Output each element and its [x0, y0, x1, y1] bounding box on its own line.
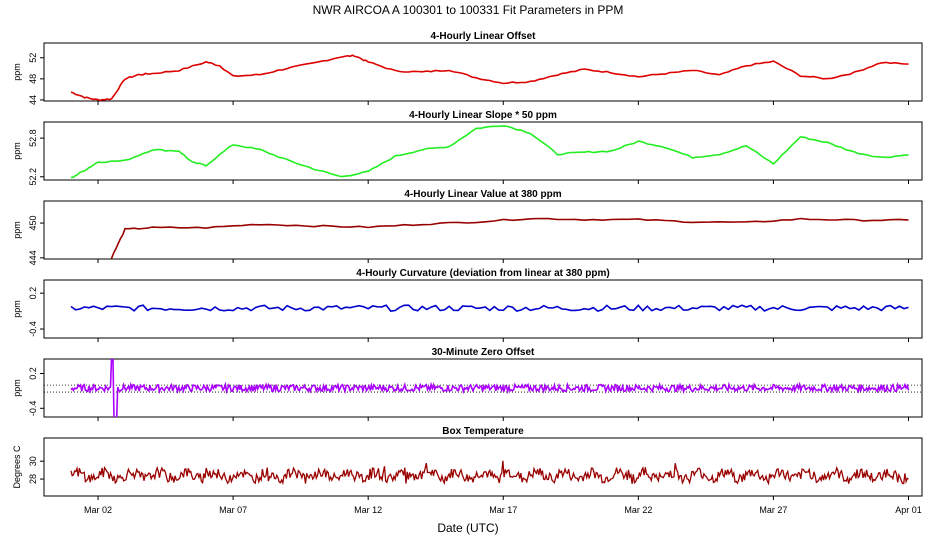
x-tick-label: Mar 22	[624, 505, 652, 515]
panel-5: 30-Minute Zero Offset -0.4 0.2 ppm	[12, 347, 923, 421]
y-axis-label: ppm	[12, 142, 22, 160]
panel-3: 4-Hourly Linear Value at 380 ppm 444 450 pp…	[12, 189, 923, 265]
figure-title: NWR AIRCOA A 100301 to 100331 Fit Parame…	[313, 3, 624, 17]
panel-frame	[43, 279, 923, 339]
panel-4: 4-Hourly Curvature (deviation from linea…	[12, 268, 923, 342]
x-tick-label: Mar 17	[489, 505, 517, 515]
y-tick-label: 28	[28, 474, 38, 484]
x-tick-label: Mar 12	[354, 505, 382, 515]
y-tick-label: 44	[28, 95, 38, 105]
panel-title: 4-Hourly Linear Slope * 50 ppm	[409, 110, 557, 121]
panel-frame	[43, 42, 923, 102]
panel-frame	[43, 121, 923, 181]
y-tick-label: 52.8	[28, 129, 38, 147]
x-axis: Mar 02 Mar 07 Mar 12 Mar 17 Mar 22 Mar 27 Apr …	[84, 505, 922, 515]
panel-frame	[43, 358, 923, 418]
y-axis-label: ppm	[12, 300, 22, 318]
series-line	[70, 304, 909, 312]
y-tick-label: -0.4	[28, 321, 38, 337]
y-tick-label: 0.2	[28, 287, 38, 300]
series-line	[70, 125, 909, 179]
panel-title: Box Temperature	[442, 426, 524, 437]
panel-2: 4-Hourly Linear Slope * 50 ppm 52.2 52.8 pp…	[12, 110, 923, 186]
panel-frame	[43, 200, 923, 260]
panel-title: 4-Hourly Linear Value at 380 ppm	[404, 189, 561, 200]
panel-title: 30-Minute Zero Offset	[432, 347, 535, 358]
panel-title: 4-Hourly Linear Offset	[430, 31, 536, 42]
panel-1: 4-Hourly Linear Offset 44 48 52 ppm	[12, 31, 923, 105]
y-axis-label: ppm	[12, 379, 22, 397]
y-axis-label: ppm	[12, 63, 22, 81]
panels: 4-Hourly Linear Offset444852ppm4-Hourly …	[12, 31, 923, 500]
x-tick-label: Mar 27	[759, 505, 787, 515]
x-tick-label: Mar 07	[219, 505, 247, 515]
y-tick-label: 52.2	[28, 168, 38, 186]
series-line	[70, 54, 909, 101]
y-tick-label: 48	[28, 74, 38, 84]
y-axis-label: Degrees C	[12, 445, 22, 489]
series-line	[110, 217, 909, 259]
series-line	[70, 460, 909, 486]
panel-title: 4-Hourly Curvature (deviation from linea…	[356, 268, 609, 279]
y-tick-label: 450	[28, 216, 38, 231]
panel-6: Box Temperature 28 30 Degrees C	[12, 426, 923, 500]
y-tick-label: -0.4	[28, 401, 38, 417]
panel-frame	[43, 437, 923, 497]
x-tick-label: Mar 02	[84, 505, 112, 515]
x-axis-label: Date (UTC)	[437, 521, 498, 535]
y-tick-label: 30	[28, 456, 38, 466]
y-tick-label: 52	[28, 53, 38, 63]
y-axis-label: ppm	[12, 221, 22, 239]
y-tick-label: 0.2	[28, 367, 38, 380]
series-line	[70, 359, 910, 417]
y-tick-label: 444	[28, 250, 38, 265]
x-tick-label: Apr 01	[895, 505, 922, 515]
